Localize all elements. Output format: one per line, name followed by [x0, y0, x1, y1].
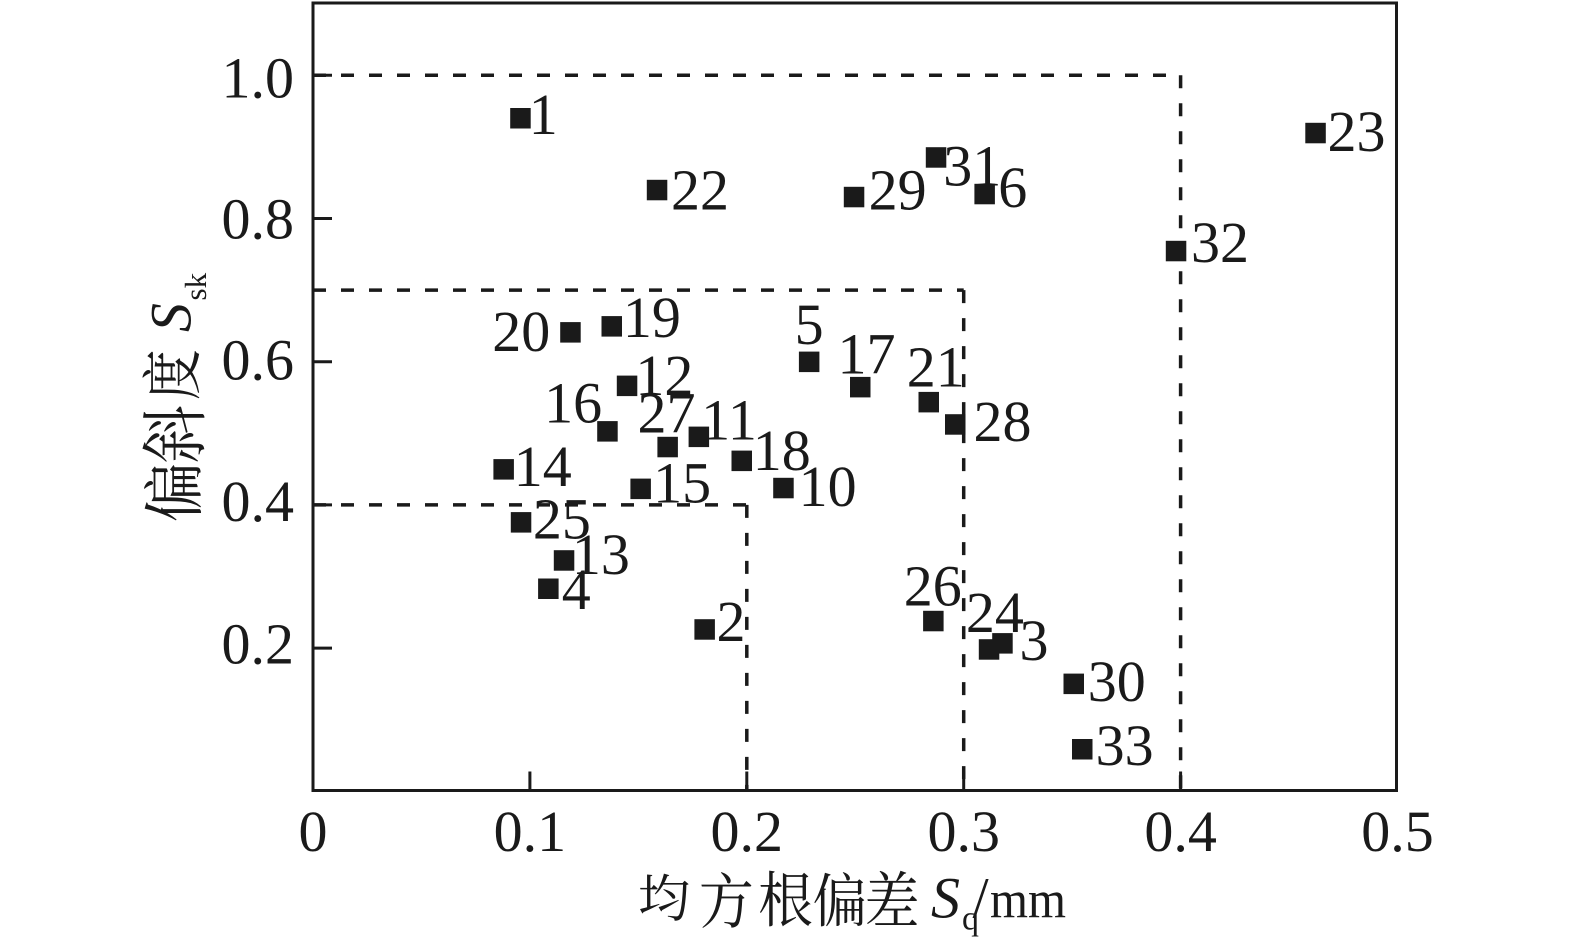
svg-text:0: 0 — [299, 799, 328, 864]
svg-text:/: / — [973, 866, 990, 931]
svg-text:20: 20 — [492, 299, 550, 364]
svg-text:25: 25 — [533, 487, 591, 552]
svg-text:0.1: 0.1 — [494, 799, 567, 864]
svg-text:1.0: 1.0 — [222, 45, 295, 110]
svg-text:0.6: 0.6 — [222, 328, 295, 393]
svg-text:0.5: 0.5 — [1361, 799, 1434, 864]
svg-text:11: 11 — [701, 387, 757, 452]
svg-text:21: 21 — [907, 335, 965, 400]
svg-text:28: 28 — [974, 389, 1032, 454]
svg-text:22: 22 — [671, 158, 729, 223]
svg-text:10: 10 — [799, 454, 857, 519]
svg-text:S: S — [931, 866, 960, 931]
svg-text:12: 12 — [635, 343, 693, 408]
svg-text:31: 31 — [943, 134, 1001, 199]
svg-text:5: 5 — [795, 292, 824, 357]
svg-text:23: 23 — [1328, 99, 1386, 164]
svg-text:q: q — [962, 901, 979, 938]
svg-text:29: 29 — [869, 158, 927, 223]
svg-text:0.2: 0.2 — [711, 799, 784, 864]
svg-text:S: S — [139, 303, 204, 332]
svg-text:15: 15 — [653, 451, 711, 516]
svg-text:19: 19 — [623, 285, 681, 350]
svg-text:6: 6 — [998, 155, 1027, 220]
svg-text:18: 18 — [753, 418, 811, 483]
svg-text:sk: sk — [178, 272, 213, 300]
svg-text:4: 4 — [562, 557, 591, 622]
svg-text:0.3: 0.3 — [927, 799, 1000, 864]
svg-text:0.8: 0.8 — [222, 187, 295, 252]
svg-text:30: 30 — [1088, 649, 1146, 714]
svg-text:32: 32 — [1191, 210, 1249, 275]
svg-text:0.4: 0.4 — [222, 469, 295, 534]
svg-text:1: 1 — [529, 82, 558, 147]
svg-text:17: 17 — [838, 321, 896, 386]
svg-text:16: 16 — [544, 371, 602, 436]
svg-text:0.4: 0.4 — [1144, 799, 1217, 864]
svg-text:2: 2 — [717, 589, 746, 654]
svg-text:33: 33 — [1096, 713, 1154, 778]
svg-text:mm: mm — [990, 872, 1066, 930]
svg-text:26: 26 — [904, 553, 962, 618]
svg-text:27: 27 — [638, 381, 696, 446]
svg-text:3: 3 — [1020, 608, 1049, 673]
svg-text:24: 24 — [966, 580, 1024, 645]
svg-text:14: 14 — [514, 434, 572, 499]
svg-text:13: 13 — [572, 522, 630, 587]
svg-text:0.2: 0.2 — [222, 612, 295, 677]
